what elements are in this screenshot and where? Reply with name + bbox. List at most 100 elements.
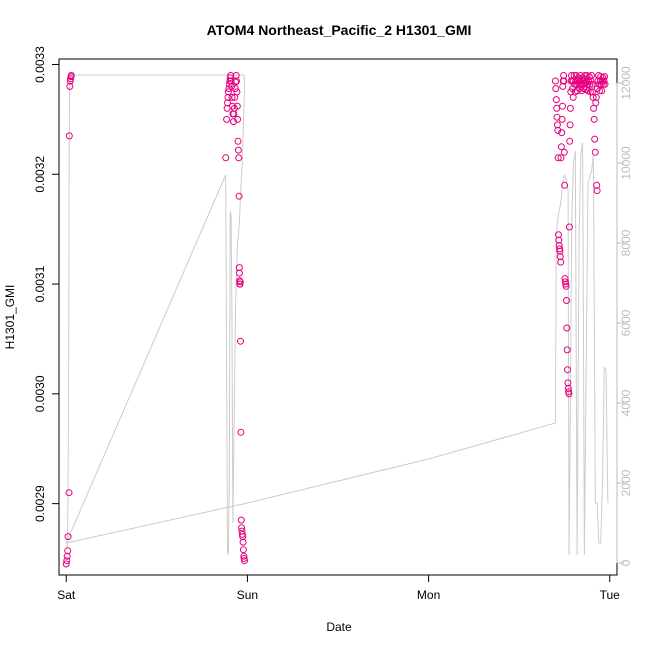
data-point — [552, 96, 560, 104]
data-point — [236, 280, 244, 288]
data-point — [229, 102, 237, 110]
x-tick-label: Mon — [417, 588, 440, 602]
data-point — [227, 77, 235, 85]
y-axis-label: H1301_GMI — [3, 285, 17, 350]
y-tick-label: 0.0032 — [33, 156, 47, 193]
y2-tick-label: 8000 — [619, 229, 633, 256]
y2-tick-label: 6000 — [619, 309, 633, 336]
data-point — [233, 88, 241, 96]
x-tick-label: Sat — [57, 588, 76, 602]
data-point — [558, 129, 566, 137]
data-point — [234, 146, 242, 154]
data-point — [565, 390, 573, 398]
data-point — [589, 93, 597, 101]
data-point — [588, 72, 595, 79]
data-point — [590, 115, 598, 123]
altitude-line — [65, 74, 609, 556]
y-tick-label: 0.0033 — [33, 46, 47, 83]
y-axis: 0.0029 0.0030 0.0031 0.0032 0.0033 — [33, 46, 60, 522]
data-point — [557, 154, 565, 162]
data-point — [586, 88, 594, 96]
y-tick-label: 0.0031 — [33, 265, 47, 302]
data-point — [563, 346, 571, 354]
data-point — [586, 80, 594, 88]
data-point — [593, 187, 601, 195]
data-point — [64, 533, 72, 541]
data-point — [222, 154, 230, 162]
y2-tick-label: 4000 — [619, 389, 633, 416]
data-point — [558, 115, 566, 123]
data-point — [234, 137, 242, 145]
x-tick-label: Tue — [600, 588, 621, 602]
data-point — [552, 85, 560, 93]
data-point — [231, 85, 239, 93]
y-tick-label: 0.0029 — [33, 485, 47, 522]
data-point — [232, 78, 240, 86]
data-point — [553, 104, 561, 112]
data-point — [551, 77, 559, 85]
data-point — [598, 87, 606, 95]
data-point — [228, 93, 236, 101]
data-point — [66, 82, 74, 90]
data-point — [593, 85, 601, 93]
data-point — [230, 118, 237, 126]
data-point — [237, 337, 244, 345]
data-point — [593, 181, 601, 189]
plot-frame — [58, 58, 618, 576]
data-point — [223, 115, 231, 123]
data-point — [599, 74, 607, 82]
data-point — [65, 132, 73, 140]
data-point — [591, 135, 599, 143]
altitude-line-layer — [65, 74, 609, 556]
data-point — [234, 115, 242, 123]
data-point — [228, 82, 236, 90]
data-point — [235, 154, 243, 162]
data-point — [555, 231, 562, 239]
data-point — [224, 88, 232, 96]
data-point — [237, 516, 245, 524]
data-point — [233, 102, 241, 110]
y2-tick-label: 0 — [619, 559, 633, 566]
x-tick-label: Sun — [237, 588, 258, 602]
data-point — [67, 72, 75, 79]
data-points-layer — [62, 72, 609, 568]
data-point — [563, 324, 571, 332]
data-point — [236, 278, 244, 286]
data-point — [600, 77, 608, 85]
data-point — [554, 126, 562, 134]
data-point — [237, 428, 245, 436]
data-point — [560, 148, 568, 156]
data-point — [592, 93, 600, 101]
data-point — [563, 297, 570, 304]
data-point — [561, 181, 569, 189]
y2-tick-label: 12000 — [619, 66, 633, 100]
data-point — [235, 192, 243, 200]
data-point — [64, 547, 72, 555]
data-point — [576, 85, 583, 93]
data-point — [65, 489, 73, 497]
data-point — [554, 154, 562, 162]
data-point — [566, 137, 574, 145]
data-point — [588, 80, 596, 88]
data-point — [564, 366, 571, 374]
data-point — [557, 258, 565, 266]
data-point — [601, 80, 609, 88]
data-point — [573, 87, 581, 95]
data-point — [239, 538, 247, 546]
data-point — [596, 87, 604, 95]
data-point — [238, 524, 246, 532]
data-point — [241, 557, 248, 565]
x-axis-label: Date — [326, 620, 352, 634]
y-tick-label: 0.0030 — [33, 375, 47, 412]
data-point — [562, 282, 570, 290]
data-point — [235, 269, 243, 277]
data-point — [566, 104, 574, 112]
data-point — [239, 546, 247, 554]
data-point — [566, 121, 574, 129]
data-point — [591, 148, 599, 156]
y2-tick-label: 10000 — [619, 146, 633, 180]
data-point — [601, 73, 608, 81]
data-point — [62, 560, 70, 568]
data-point — [557, 143, 565, 151]
